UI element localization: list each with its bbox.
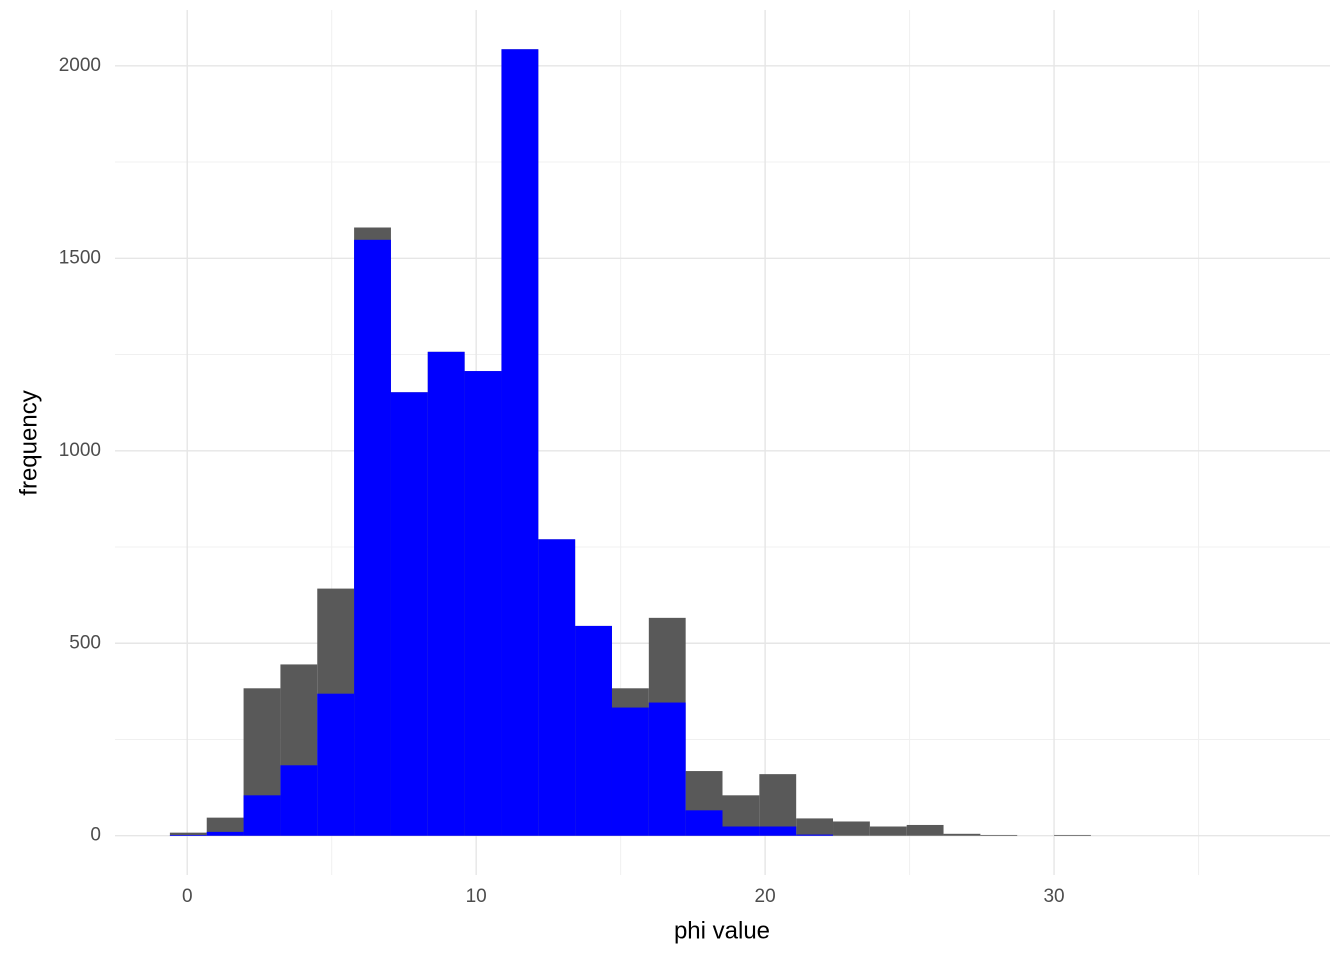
histogram-bar [611,707,649,836]
y-tick-label: 500 [69,632,101,653]
histogram-bar [354,239,391,836]
y-tick-label: 1000 [59,440,101,461]
y-tick-label: 2000 [59,55,101,76]
histogram-bar [501,49,539,836]
y-tick-label: 1500 [59,247,101,268]
histogram-bar [464,371,502,836]
histogram-bar [869,826,907,836]
y-axis-label: frequency [15,390,42,495]
histogram-bar [1054,834,1091,836]
x-tick-label: 0 [182,886,193,907]
histogram-bar [243,795,281,836]
histogram-bar [796,818,834,836]
histogram-bar [169,834,207,836]
histogram-bar [796,834,834,836]
histogram-bar [280,765,318,836]
histogram-bar [169,832,207,836]
histogram-bar [906,824,944,836]
histogram-bar [722,826,760,836]
histogram-bar [390,392,428,836]
x-tick-label: 20 [755,886,776,907]
histogram-bar [206,817,244,836]
histogram-bar [759,774,797,836]
histogram-bar [427,351,465,836]
x-axis-label: phi value [674,917,770,944]
y-tick-label: 0 [90,825,101,846]
histogram-bar [538,539,576,836]
histogram-bar [575,625,612,836]
histogram-bar [759,826,797,836]
histogram-bar [206,831,244,836]
x-tick-label: 10 [466,886,487,907]
histogram-bar [317,693,355,836]
histogram-bar [685,810,723,836]
histogram-bar [943,833,981,836]
histogram-bar [648,702,686,836]
histogram-bar [980,834,1018,836]
histogram-bar [833,821,870,836]
x-tick-label: 30 [1043,886,1064,907]
